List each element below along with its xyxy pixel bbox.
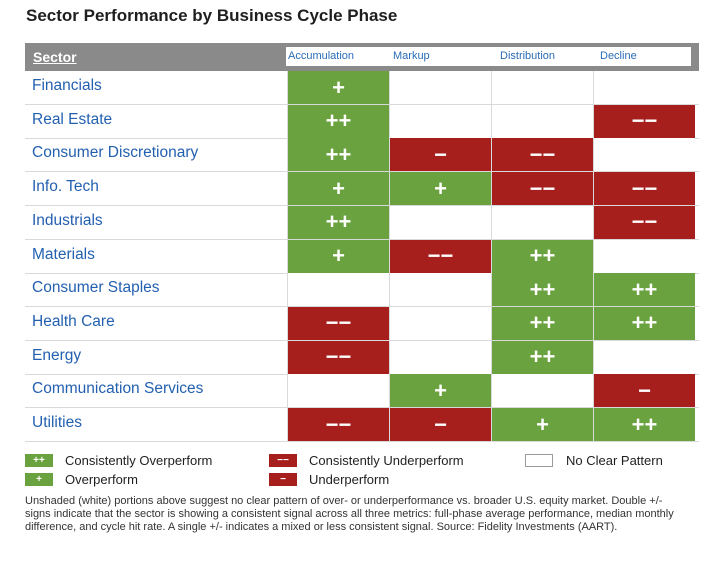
signal-cell-markup [389, 71, 491, 104]
sector-label: Materials [32, 245, 95, 263]
signal-cell-distribution [491, 374, 593, 408]
sector-label: Industrials [32, 211, 103, 229]
signal-cell-distribution: ++ [491, 306, 593, 340]
signal-cell-distribution [491, 71, 593, 104]
signal-cell-accumulation: + [287, 239, 389, 273]
signal-cell-accumulation: + [287, 172, 389, 206]
legend-swatch-consistent-under: −− [269, 454, 297, 467]
table-row: Utilities −− − + ++ [25, 408, 699, 442]
signal-cell-accumulation: −− [287, 408, 389, 441]
table-row: Financials + [25, 71, 699, 105]
signal-cell-accumulation: −− [287, 306, 389, 340]
legend-label-consistent-over: Consistently Overperform [65, 453, 213, 468]
legend-label-consistent-under: Consistently Underperform [309, 453, 464, 468]
signal-cell-markup: + [389, 172, 491, 206]
signal-cell-accumulation: ++ [287, 138, 389, 172]
table-row: Communication Services + − [25, 374, 699, 409]
legend-swatch-under: − [269, 473, 297, 486]
signal-cell-decline: ++ [593, 273, 695, 307]
legend-label-over: Overperform [65, 472, 138, 487]
signal-cell-accumulation [287, 374, 389, 408]
phase-header-accumulation: Accumulation [288, 50, 355, 62]
chart-title: Sector Performance by Business Cycle Pha… [26, 6, 398, 25]
table-row: Materials + −− ++ [25, 239, 699, 274]
table-row: Consumer Discretionary ++ − −− [25, 138, 699, 173]
signal-cell-distribution: −− [491, 172, 593, 206]
sector-label: Real Estate [32, 110, 113, 128]
sector-label: Utilities [32, 414, 82, 431]
signal-cell-decline: − [593, 374, 695, 408]
signal-cell-distribution: ++ [491, 239, 593, 273]
signal-cell-markup [389, 205, 491, 239]
table-row: Energy −− ++ [25, 340, 699, 375]
phase-header-box: Accumulation Markup Distribution Decline [286, 47, 691, 66]
phase-header-distribution: Distribution [500, 50, 556, 62]
table-header: Sector Accumulation Markup Distribution … [25, 43, 699, 71]
table-row: Health Care −− ++ ++ [25, 306, 699, 341]
signal-cell-distribution [491, 205, 593, 239]
legend-label-under: Underperform [309, 472, 390, 487]
signal-cell-decline: −− [593, 172, 695, 206]
phase-header-decline: Decline [600, 50, 637, 62]
signal-cell-accumulation: −− [287, 340, 389, 374]
sector-label: Health Care [32, 312, 115, 330]
signal-cell-distribution: ++ [491, 340, 593, 374]
table-row: Real Estate ++ −− [25, 104, 699, 139]
signal-cell-markup: − [389, 138, 491, 172]
legend-label-no-pattern: No Clear Pattern [566, 453, 663, 468]
legend-swatch-consistent-over: ++ [25, 454, 53, 467]
footnote: Unshaded (white) portions above suggest … [25, 495, 674, 533]
signal-cell-markup [389, 273, 491, 307]
signal-cell-decline: −− [593, 104, 695, 138]
signal-cell-accumulation: ++ [287, 104, 389, 138]
sector-label: Consumer Staples [32, 279, 160, 297]
signal-cell-distribution: −− [491, 138, 593, 172]
sector-label: Financials [32, 77, 102, 94]
signal-cell-markup [389, 306, 491, 340]
signal-cell-decline: ++ [593, 408, 695, 441]
signal-cell-decline: −− [593, 205, 695, 239]
sector-column-header: Sector [33, 49, 77, 65]
table-row: Industrials ++ −− [25, 205, 699, 240]
signal-cell-decline [593, 71, 695, 104]
signal-cell-decline: ++ [593, 306, 695, 340]
signal-cell-accumulation: ++ [287, 205, 389, 239]
signal-cell-accumulation: + [287, 71, 389, 104]
signal-cell-markup [389, 340, 491, 374]
signal-cell-decline [593, 340, 695, 374]
sector-label: Energy [32, 346, 82, 364]
phase-header-markup: Markup [393, 50, 430, 62]
legend-swatch-over: + [25, 473, 53, 486]
signal-cell-markup: + [389, 374, 491, 408]
signal-cell-markup: − [389, 408, 491, 441]
signal-cell-markup [389, 104, 491, 138]
signal-cell-distribution: + [491, 408, 593, 441]
signal-cell-markup: −− [389, 239, 491, 273]
signal-cell-decline [593, 239, 695, 273]
sector-label: Consumer Discretionary [32, 144, 199, 162]
signal-cell-distribution: ++ [491, 273, 593, 307]
legend-swatch-no-pattern [525, 454, 553, 467]
signal-cell-accumulation [287, 273, 389, 307]
table-row: Info. Tech + + −− −− [25, 172, 699, 207]
sector-label: Info. Tech [32, 178, 99, 196]
signal-cell-distribution [491, 104, 593, 138]
signal-cell-decline [593, 138, 695, 172]
sector-label: Communication Services [32, 380, 204, 398]
table-row: Consumer Staples ++ ++ [25, 273, 699, 308]
